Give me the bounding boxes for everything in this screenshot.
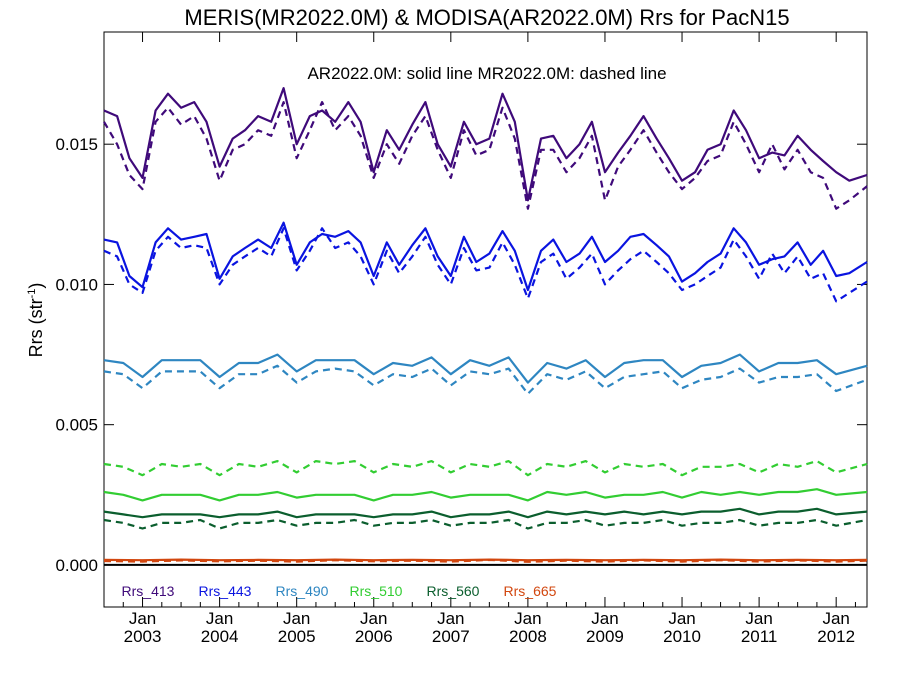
- x-tick-year: 2004: [201, 627, 239, 646]
- series-line-rrs-413-solid: [103, 86, 868, 202]
- x-tick-year: 2006: [355, 627, 393, 646]
- x-tick-month: Jan: [668, 609, 695, 628]
- x-tick-month: Jan: [514, 609, 541, 628]
- x-tick-year: 2007: [432, 627, 470, 646]
- plot-frame: [103, 31, 868, 608]
- y-axis-label: Rrs (str-1): [26, 283, 46, 358]
- x-tick-year: 2003: [124, 627, 162, 646]
- legend-item: Rrs_510: [350, 583, 403, 599]
- plot-border: [103, 31, 868, 608]
- series-line-rrs-665-solid: [103, 558, 868, 562]
- x-tick-month: Jan: [283, 609, 310, 628]
- y-axis-label-text: Rrs (str: [26, 298, 46, 357]
- legend-item: Rrs_443: [199, 583, 252, 599]
- y-tick-label: 0.000: [55, 556, 98, 575]
- legend-item: Rrs_413: [122, 583, 175, 599]
- series-line-rrs-665-dashed: [103, 558, 868, 563]
- series-line-rrs-510-solid: [103, 488, 868, 502]
- legend-item: Rrs_560: [427, 583, 480, 599]
- series-line-rrs-443-dashed: [103, 227, 868, 303]
- x-tick-month: Jan: [206, 609, 233, 628]
- series-line-rrs-443-solid: [103, 221, 868, 292]
- x-tick-month: Jan: [360, 609, 387, 628]
- chart-title: MERIS(MR2022.0M) & MODISA(AR2022.0M) Rrs…: [184, 5, 789, 30]
- x-axis: Jan2003Jan2004Jan2005Jan2006Jan2007Jan20…: [103, 32, 856, 646]
- x-tick-year: 2009: [586, 627, 624, 646]
- series-line-rrs-510-dashed: [103, 460, 868, 477]
- x-tick-month: Jan: [591, 609, 618, 628]
- series-line-rrs-490-dashed: [103, 364, 868, 395]
- series-line-rrs-413-dashed: [103, 100, 868, 210]
- series-layer: [103, 86, 868, 563]
- x-tick-month: Jan: [822, 609, 849, 628]
- y-axis: 0.000 0.005 0.010 0.015: [55, 135, 867, 575]
- x-tick-year: 2010: [663, 627, 701, 646]
- y-tick-label: 0.010: [55, 275, 98, 294]
- y-tick-label: 0.005: [55, 416, 98, 435]
- legend: Rrs_413 Rrs_443 Rrs_490 Rrs_510 Rrs_560 Rrs_6…: [122, 583, 557, 599]
- series-line-rrs-490-solid: [103, 353, 868, 384]
- x-tick-year: 2012: [817, 627, 855, 646]
- series-line-rrs-560-dashed: [103, 518, 868, 530]
- x-tick-month: Jan: [129, 609, 156, 628]
- x-tick-year: 2011: [741, 627, 778, 646]
- y-tick-label: 0.015: [55, 135, 98, 154]
- y-axis-label-close: ): [26, 283, 46, 289]
- line-style-annotation: AR2022.0M: solid line MR2022.0M: dashed …: [307, 64, 666, 83]
- x-tick-month: Jan: [745, 609, 772, 628]
- x-tick-month: Jan: [437, 609, 464, 628]
- y-axis-label-superscript: -1: [26, 289, 38, 299]
- legend-item: Rrs_490: [276, 583, 329, 599]
- x-tick-year: 2008: [509, 627, 547, 646]
- series-line-rrs-560-solid: [103, 507, 868, 519]
- legend-item: Rrs_665: [504, 583, 557, 599]
- x-tick-year: 2005: [278, 627, 316, 646]
